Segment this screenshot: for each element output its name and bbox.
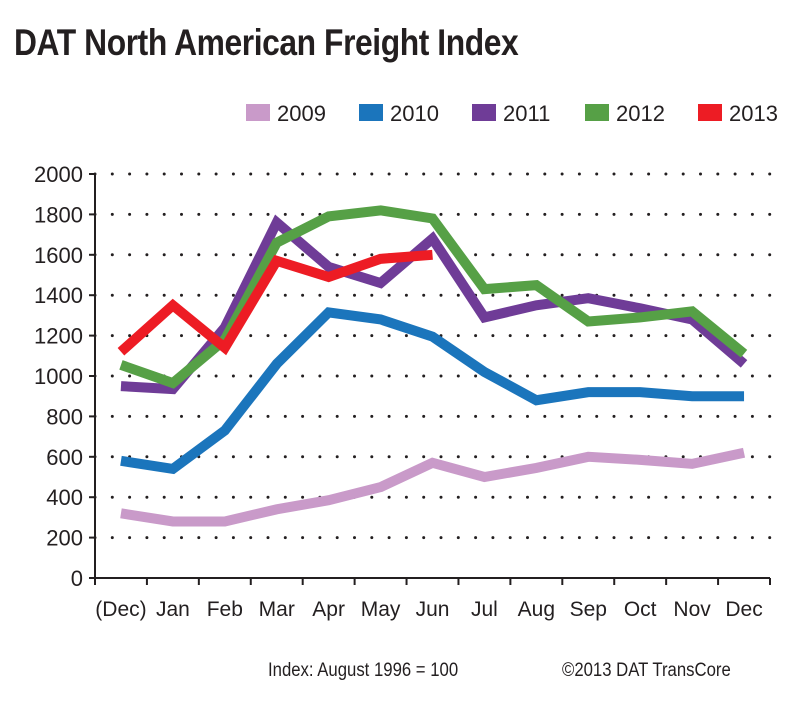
- y-tick-label: 400: [46, 485, 83, 510]
- series-line-2013: [117, 249, 433, 356]
- legend-label-2010: 2010: [390, 101, 439, 126]
- legend-swatch-2011: [472, 104, 496, 121]
- x-tick-label: Jun: [416, 598, 450, 621]
- x-tick-label: Jul: [471, 598, 498, 621]
- legend-swatch-2012: [585, 104, 609, 121]
- y-tick-label: 1000: [34, 364, 83, 389]
- x-tick-label: Nov: [673, 598, 711, 621]
- y-tick-label: 800: [46, 404, 83, 429]
- y-tick-label: 600: [46, 445, 83, 470]
- series-line-2011: [120, 214, 748, 395]
- index-note: Index: August 1996 = 100: [268, 660, 459, 681]
- legend-label-2011: 2011: [503, 101, 550, 126]
- legend-label-2009: 2009: [277, 101, 326, 126]
- x-tick-label: Aug: [518, 598, 555, 621]
- x-tick-label: Apr: [312, 598, 345, 621]
- y-tick-label: 200: [46, 526, 83, 551]
- x-tick-label: Dec: [725, 598, 762, 621]
- y-tick-label: 1400: [34, 283, 83, 308]
- x-tick-label: Sep: [570, 598, 607, 621]
- legend-label-2013: 2013: [729, 101, 778, 126]
- y-tick-label: 1600: [34, 243, 83, 268]
- legend-swatch-2010: [359, 104, 383, 121]
- y-tick-label: 2000: [34, 162, 83, 187]
- series-line-2009: [120, 447, 746, 527]
- series-line-2010: [120, 307, 745, 475]
- x-tick-label: (Dec): [95, 598, 146, 621]
- y-tick-label: 1800: [34, 202, 83, 227]
- x-tick-label: Feb: [207, 598, 243, 621]
- y-tick-label: 0: [71, 566, 83, 591]
- x-tick-label: Oct: [624, 598, 657, 621]
- x-tick-label: May: [361, 598, 401, 621]
- x-tick-label: Jan: [156, 598, 190, 621]
- chart-title: DAT North American Freight Index: [14, 22, 519, 63]
- copyright: ©2013 DAT TransCore: [562, 660, 731, 681]
- legend-swatch-2013: [698, 104, 722, 121]
- legend-swatch-2009: [246, 104, 270, 121]
- legend-label-2012: 2012: [616, 101, 665, 126]
- y-tick-label: 1200: [34, 324, 83, 349]
- x-tick-label: Mar: [259, 598, 295, 621]
